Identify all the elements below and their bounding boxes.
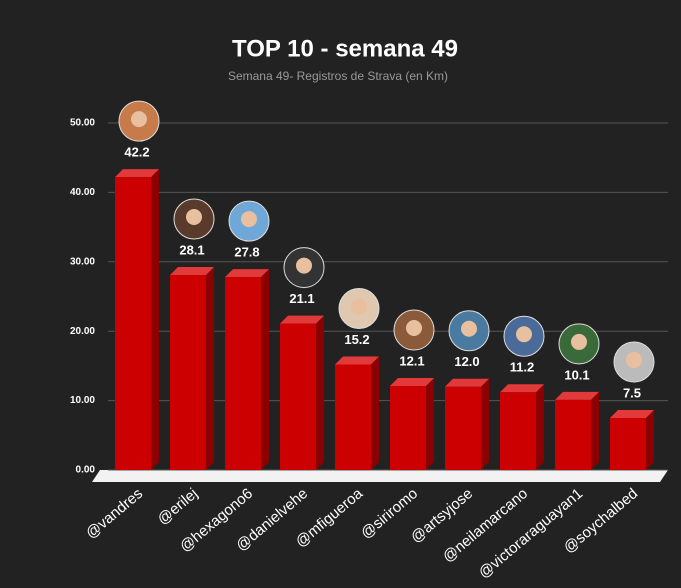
bar-top xyxy=(170,266,214,275)
value-label: 42.2 xyxy=(124,145,149,160)
bar xyxy=(335,364,371,470)
bar-side xyxy=(371,356,379,470)
bar xyxy=(500,392,536,470)
bar-side xyxy=(426,378,434,470)
bar xyxy=(445,386,481,470)
avatar-face xyxy=(626,351,642,368)
bar xyxy=(610,417,646,470)
value-label: 7.5 xyxy=(623,385,641,400)
y-tick-label: 20.00 xyxy=(70,326,95,337)
bar xyxy=(280,323,316,470)
avatar-face xyxy=(461,320,477,337)
bar-side xyxy=(151,169,159,470)
avatar-face xyxy=(296,257,312,274)
bar xyxy=(115,177,151,470)
value-label: 12.0 xyxy=(454,354,479,369)
value-label: 28.1 xyxy=(179,242,204,257)
bar-side xyxy=(206,266,214,470)
avatar-face xyxy=(571,333,587,350)
bar-top xyxy=(445,378,489,387)
bar-side xyxy=(591,391,599,470)
avatar-face xyxy=(186,208,202,225)
value-label: 15.2 xyxy=(344,332,369,347)
bar-top xyxy=(555,391,599,400)
bar-top xyxy=(225,269,269,278)
bar-side xyxy=(261,269,269,470)
bar-top xyxy=(610,409,654,418)
y-tick-label: 10.00 xyxy=(70,395,95,406)
bar-side xyxy=(646,409,654,470)
avatar-face xyxy=(241,211,257,228)
avatar-face xyxy=(516,326,532,343)
bar-top xyxy=(390,378,434,387)
bar xyxy=(390,386,426,470)
y-tick-label: 40.00 xyxy=(70,187,95,198)
avatar-face xyxy=(131,111,147,128)
value-label: 10.1 xyxy=(564,367,589,382)
avatar-face xyxy=(351,298,367,315)
bar-side xyxy=(481,378,489,470)
chart-subtitle: Semana 49- Registros de Strava (en Km) xyxy=(228,69,448,83)
bar-side xyxy=(316,315,324,470)
avatar-face xyxy=(406,320,422,337)
bar xyxy=(555,399,591,470)
chart-title: TOP 10 - semana 49 xyxy=(232,35,458,62)
value-label: 27.8 xyxy=(234,245,259,260)
y-tick-label: 30.00 xyxy=(70,256,95,267)
bar-side xyxy=(536,384,544,470)
bar-top xyxy=(500,384,544,393)
value-label: 21.1 xyxy=(289,291,314,306)
value-label: 11.2 xyxy=(510,360,535,375)
bar-top xyxy=(115,169,159,178)
floor xyxy=(92,470,668,482)
bar xyxy=(225,277,261,470)
bar-top xyxy=(280,315,324,324)
y-tick-label: 50.00 xyxy=(70,118,95,129)
bar xyxy=(170,274,206,470)
bar-top xyxy=(335,356,379,365)
value-label: 12.1 xyxy=(399,353,424,368)
y-tick-label: 0.00 xyxy=(76,465,96,476)
